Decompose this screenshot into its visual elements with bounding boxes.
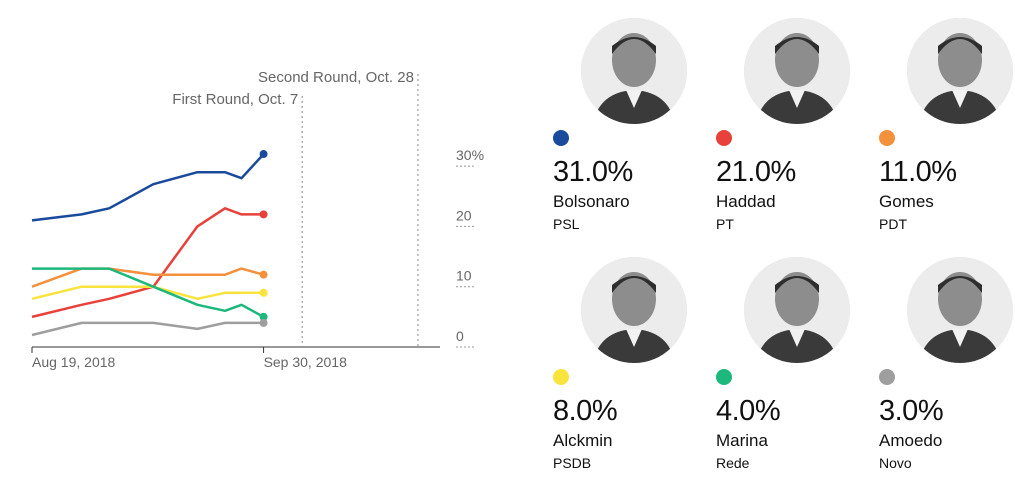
candidate-photo bbox=[907, 18, 1013, 124]
candidate-card-marina: 4.0% Marina Rede bbox=[716, 257, 866, 487]
series-end-dot-marina bbox=[259, 312, 268, 321]
series-line-alckmin bbox=[31, 285, 264, 301]
candidate-color-dot bbox=[879, 369, 895, 385]
candidate-name: Marina bbox=[716, 431, 768, 450]
candidate-photo bbox=[907, 257, 1013, 363]
candidate-color-dot bbox=[716, 130, 732, 146]
candidate-color-dot bbox=[879, 130, 895, 146]
candidate-party: Rede bbox=[716, 455, 750, 471]
series-end-dot-alckmin bbox=[259, 288, 268, 297]
series-line-bolsonaro bbox=[31, 153, 265, 222]
candidate-name: Amoedo bbox=[879, 431, 943, 450]
candidate-color-dot bbox=[553, 369, 569, 385]
candidate-color-dot bbox=[716, 369, 732, 385]
x-tick-label-1: Sep 30, 2018 bbox=[264, 354, 348, 370]
y-tick-label-3: 30% bbox=[456, 147, 484, 163]
series-line-amoedo bbox=[31, 321, 264, 337]
series-end-dot-haddad bbox=[259, 210, 268, 219]
event-label-1: Second Round, Oct. 28 bbox=[258, 69, 414, 86]
candidate-party: PDT bbox=[879, 216, 907, 232]
event-label-0: First Round, Oct. 7 bbox=[172, 91, 298, 108]
series-end-dot-gomes bbox=[259, 270, 268, 279]
y-tick-label-2: 20 bbox=[456, 207, 472, 223]
candidate-photo bbox=[581, 18, 687, 124]
candidate-name: Alckmin bbox=[553, 431, 613, 450]
candidate-card-bolsonaro: 31.0% Bolsonaro PSL bbox=[553, 18, 703, 248]
x-tick-label-0: Aug 19, 2018 bbox=[32, 354, 116, 370]
candidate-card-alckmin: 8.0% Alckmin PSDB bbox=[553, 257, 703, 487]
candidate-percentage: 4.0% bbox=[716, 395, 781, 427]
candidate-photo bbox=[744, 18, 850, 124]
candidate-percentage: 21.0% bbox=[716, 156, 796, 188]
candidate-party: PSL bbox=[553, 216, 580, 232]
candidate-percentage: 11.0% bbox=[879, 156, 957, 188]
candidate-name: Haddad bbox=[716, 192, 776, 211]
polling-line-chart: 0 10 20 30% Aug 19, 2018 Sep 30, 2018 First Ro… bbox=[31, 69, 484, 370]
y-tick-label-0: 0 bbox=[456, 328, 464, 344]
candidate-card-gomes: 11.0% Gomes PDT bbox=[879, 18, 1015, 248]
series-end-dot-amoedo bbox=[259, 318, 268, 327]
candidate-card-amoedo: 3.0% Amoedo Novo bbox=[879, 257, 1015, 487]
candidate-party: Novo bbox=[879, 455, 912, 471]
candidate-photo bbox=[581, 257, 687, 363]
series-line-marina bbox=[32, 267, 265, 318]
candidate-percentage: 8.0% bbox=[553, 395, 618, 427]
candidate-percentage: 31.0% bbox=[553, 156, 633, 188]
candidate-photo bbox=[744, 257, 850, 363]
candidate-party: PSDB bbox=[553, 455, 592, 471]
candidate-card-haddad: 21.0% Haddad PT bbox=[716, 18, 866, 248]
candidate-percentage: 3.0% bbox=[879, 395, 944, 427]
series-end-dot-bolsonaro bbox=[259, 150, 268, 159]
series-line-haddad bbox=[31, 207, 264, 319]
candidate-party: PT bbox=[716, 216, 734, 232]
y-tick-label-1: 10 bbox=[456, 268, 472, 284]
candidate-name: Gomes bbox=[879, 192, 934, 211]
candidate-color-dot bbox=[553, 130, 569, 146]
candidate-name: Bolsonaro bbox=[553, 192, 630, 211]
